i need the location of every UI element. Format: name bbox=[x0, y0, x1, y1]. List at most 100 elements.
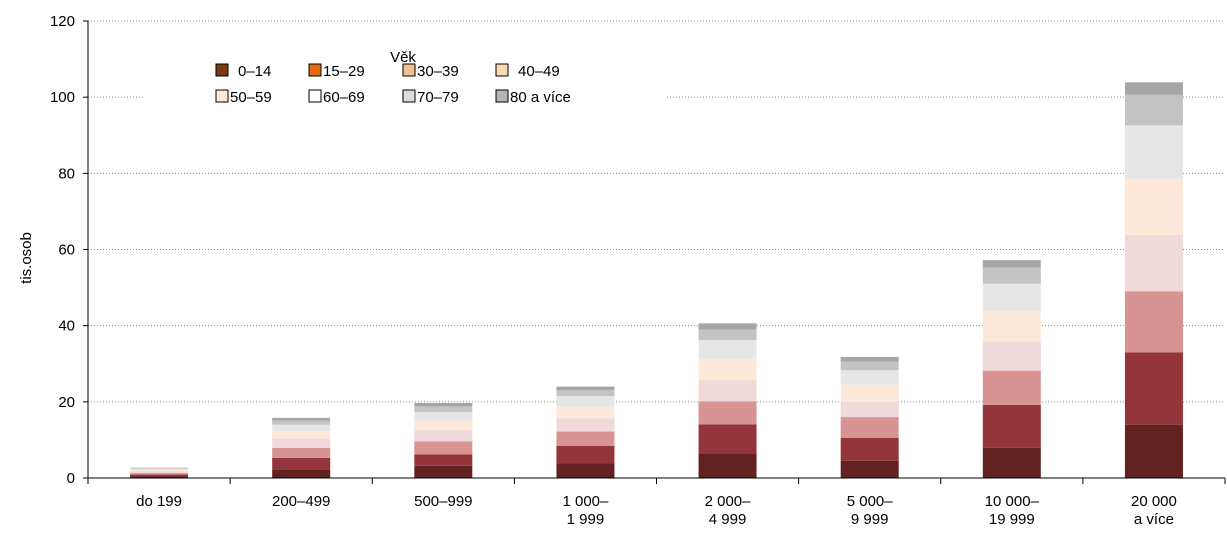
bar-segment bbox=[1124, 125, 1183, 179]
bar-segment bbox=[556, 396, 615, 407]
bar-segment bbox=[840, 361, 899, 371]
bar-segment bbox=[414, 406, 473, 413]
x-tick-labels: do 199 200–499 500–999 1 000–1 999 2 000–4 9… bbox=[136, 493, 1177, 528]
x-tick-label: 1 000– bbox=[562, 493, 609, 510]
bar-segment bbox=[556, 463, 615, 478]
x-tick-label: 19 999 bbox=[989, 511, 1035, 528]
bar-segment bbox=[840, 438, 899, 461]
legend-label: 50–59 bbox=[230, 89, 272, 106]
bar-segment bbox=[698, 323, 757, 330]
y-tick-label: 40 bbox=[58, 318, 75, 335]
bar-segment bbox=[1124, 94, 1183, 126]
bar-segment bbox=[414, 441, 473, 455]
y-tick-label: 0 bbox=[67, 470, 75, 487]
bar-segment bbox=[556, 418, 615, 432]
bar-segment bbox=[272, 424, 331, 432]
bar-segment bbox=[130, 474, 189, 477]
bar-segment bbox=[982, 267, 1041, 284]
x-tick-label: 500–999 bbox=[414, 493, 472, 510]
bar-segment bbox=[1124, 291, 1183, 353]
legend-swatch bbox=[308, 89, 322, 103]
bar-segment bbox=[1124, 235, 1183, 292]
bar-segment bbox=[840, 460, 899, 478]
legend-swatch bbox=[215, 63, 229, 77]
bar-segment bbox=[130, 473, 189, 475]
bar-segment bbox=[698, 340, 757, 359]
bar-segment bbox=[556, 390, 615, 397]
bar-segment bbox=[556, 446, 615, 464]
x-tick-label: 2 000– bbox=[705, 493, 752, 510]
legend: Věk 0–14 15–29 30–39 40–49 50–59 60–69 70–79 80… bbox=[145, 42, 665, 118]
bar-segment bbox=[1124, 178, 1183, 236]
bar-segment bbox=[130, 471, 189, 474]
legend-swatch bbox=[495, 63, 509, 77]
legend-label: 30–39 bbox=[417, 63, 459, 80]
bar-segment bbox=[698, 401, 757, 425]
bar-segment bbox=[130, 468, 189, 471]
legend-swatch bbox=[402, 89, 416, 103]
bar-segment bbox=[1124, 82, 1183, 95]
bar-segment bbox=[840, 384, 899, 402]
bar-segment bbox=[414, 465, 473, 478]
legend-label: 15–29 bbox=[323, 63, 365, 80]
legend-swatch bbox=[308, 63, 322, 77]
y-tick-label: 60 bbox=[58, 242, 75, 259]
legend-label: 80 a více bbox=[510, 89, 571, 106]
bar-segment bbox=[698, 424, 757, 455]
x-tick-label: 5 000– bbox=[847, 493, 894, 510]
bar-segment bbox=[130, 468, 189, 469]
x-tick-label: 20 000 bbox=[1131, 493, 1177, 510]
x-tick-label: do 199 bbox=[136, 493, 182, 510]
y-tick-label: 80 bbox=[58, 165, 75, 182]
y-tick-label: 20 bbox=[58, 394, 75, 411]
bar-segment bbox=[272, 420, 331, 425]
bar-segment bbox=[272, 438, 331, 448]
x-tick-label: 200–499 bbox=[272, 493, 330, 510]
bar-segment bbox=[130, 470, 189, 472]
bar-segment bbox=[414, 430, 473, 442]
bar-segment bbox=[1124, 352, 1183, 425]
bar-segment bbox=[840, 370, 899, 385]
bar-segment bbox=[272, 417, 331, 421]
bar-segment bbox=[556, 406, 615, 419]
legend-swatch bbox=[215, 89, 229, 103]
bar-segment bbox=[414, 454, 473, 466]
bar-segment bbox=[272, 457, 331, 470]
bar-segment bbox=[272, 469, 331, 478]
bar-segment bbox=[982, 310, 1041, 342]
bar-segment bbox=[982, 260, 1041, 268]
x-tick-label: 1 999 bbox=[567, 511, 605, 528]
legend-title: Věk bbox=[390, 49, 416, 66]
bar-segment bbox=[414, 412, 473, 421]
y-axis-label: tis.osob bbox=[18, 232, 35, 284]
legend-swatch bbox=[495, 89, 509, 103]
legend-label: 0–14 bbox=[238, 63, 271, 80]
bar-segment bbox=[982, 447, 1041, 478]
x-tick-label: 10 000– bbox=[985, 493, 1040, 510]
bar-segment bbox=[982, 341, 1041, 371]
bar-segment bbox=[698, 379, 757, 402]
bar-segment bbox=[698, 454, 757, 478]
legend-background bbox=[145, 42, 665, 118]
bar-segment bbox=[840, 417, 899, 439]
bar-segment bbox=[130, 476, 189, 478]
y-tick-label: 100 bbox=[50, 89, 75, 106]
bar-segment bbox=[556, 386, 615, 391]
x-tick-label: 9 999 bbox=[851, 511, 889, 528]
legend-label: 70–79 bbox=[417, 89, 459, 106]
bar-segment bbox=[982, 370, 1041, 405]
legend-swatch bbox=[402, 63, 416, 77]
axes bbox=[83, 20, 1226, 484]
y-tick-labels: 0 20 40 60 80 100 120 bbox=[50, 13, 75, 487]
bar-segment bbox=[982, 404, 1041, 448]
legend-label: 40–49 bbox=[518, 63, 560, 80]
bar-segment bbox=[1124, 424, 1183, 478]
bar-segment bbox=[414, 402, 473, 407]
bar-segment bbox=[272, 447, 331, 458]
bars bbox=[130, 82, 1183, 478]
bar-segment bbox=[698, 358, 757, 380]
bar-segment bbox=[414, 420, 473, 431]
bar-segment bbox=[272, 431, 331, 439]
y-tick-label: 120 bbox=[50, 13, 75, 30]
